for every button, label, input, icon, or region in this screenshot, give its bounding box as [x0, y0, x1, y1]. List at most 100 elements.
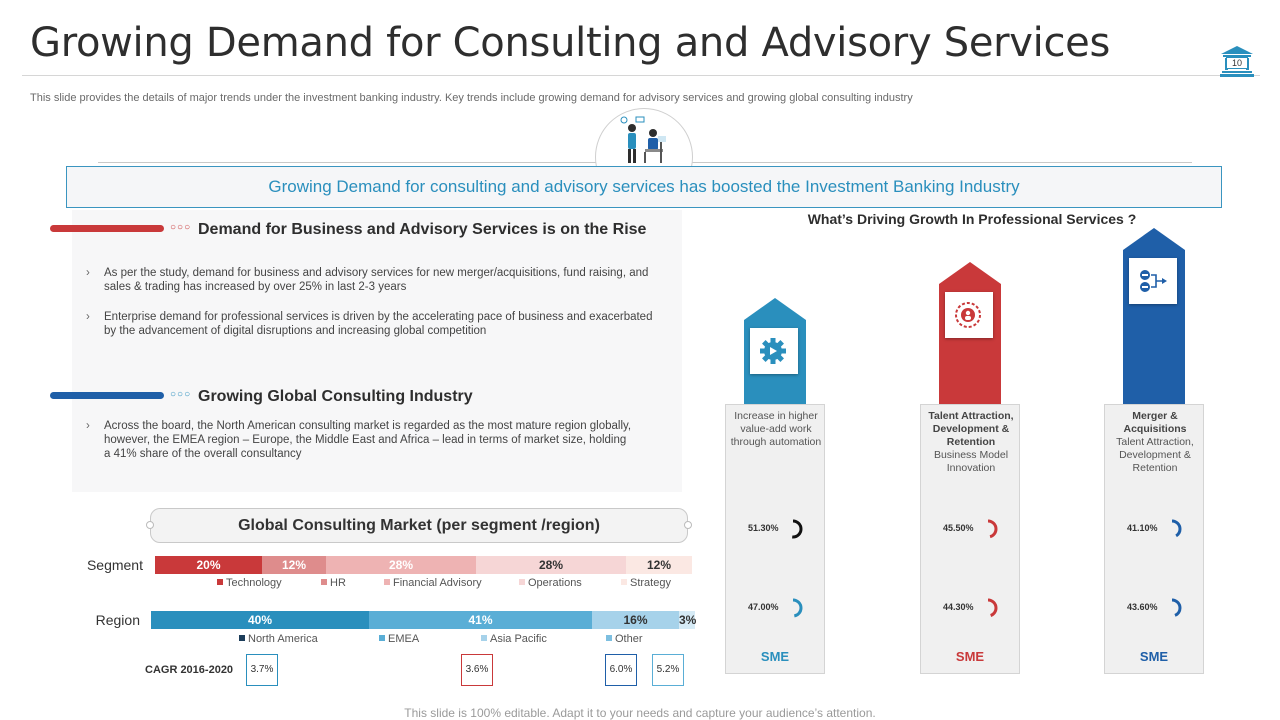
metric-value: 43.60% [1127, 602, 1158, 612]
metric-ring [782, 597, 804, 624]
driver-description: Talent Attraction, Development & Retenti… [925, 410, 1017, 475]
segment-segment-hr: 12% [262, 556, 326, 574]
cagr-value-box: 6.0% [605, 654, 637, 686]
section-accent-bar [50, 392, 164, 399]
market-chart-title: Global Consulting Market (per segment /r… [150, 508, 688, 543]
sme-label: SME [1139, 649, 1169, 664]
legend-item: Technology [217, 577, 282, 589]
driver-icon-box [945, 292, 993, 338]
legend-label: HR [330, 577, 346, 589]
segment-segment-strategy: 12% [626, 556, 692, 574]
legend-label: Other [615, 633, 643, 645]
metric-ring [1161, 518, 1183, 545]
driver-description: Merger & Acquisitions Talent Attraction, … [1109, 410, 1201, 475]
segment-legend: Technology HR Financial Advisory Operations… [155, 577, 692, 591]
chevron-right-icon: › [86, 420, 90, 432]
metric-ring [977, 597, 999, 624]
list-item: › Across the board, the North American c… [86, 420, 632, 460]
metric-value: 51.30% [748, 523, 779, 533]
segment-segment-operations: 28% [476, 556, 626, 574]
region-segment-other: 3% [679, 611, 697, 629]
title-handle-left [146, 521, 154, 529]
driver-description-bold: Merger & Acquisitions [1123, 410, 1187, 435]
talent-gear-icon [945, 292, 993, 343]
region-legend: North America EMEA Asia Pacific Other [151, 633, 695, 647]
driver-icon-box [750, 328, 798, 374]
legend-swatch [217, 579, 223, 585]
legend-swatch [239, 635, 245, 641]
list-item: › Enterprise demand for professional ser… [86, 311, 653, 337]
metric-value: 41.10% [1127, 523, 1158, 533]
metric-ring [1161, 597, 1183, 624]
legend-swatch [321, 579, 327, 585]
section-heading-consulting: Growing Global Consulting Industry [198, 388, 473, 405]
metric-value: 45.50% [943, 523, 974, 533]
title-handle-right [684, 521, 692, 529]
title-divider [22, 75, 1260, 76]
slide-description: This slide provides the details of major… [30, 92, 913, 104]
growth-arrow [1123, 228, 1185, 404]
region-segment-emea: 41% [369, 611, 592, 629]
region-segment-north-america: 40% [151, 611, 369, 629]
slide-footer-note: This slide is 100% editable. Adapt it to… [404, 706, 876, 720]
legend-label: Strategy [630, 577, 671, 589]
region-row-label: Region [95, 612, 140, 628]
sme-label: SME [955, 649, 985, 664]
metric-value: 47.00% [748, 602, 779, 612]
section-heading-demand: Demand for Business and Advisory Service… [198, 221, 647, 238]
chevron-right-icon: › [86, 311, 90, 323]
legend-label: Technology [226, 577, 282, 589]
driver-description-text: Talent Attraction, Development & Retenti… [1116, 436, 1194, 474]
legend-item: HR [321, 577, 346, 589]
driver-card: Increase in higher value-add work throug… [725, 404, 825, 674]
legend-label: Operations [528, 577, 582, 589]
page-number: 10 [1226, 57, 1248, 69]
legend-item: Operations [519, 577, 582, 589]
chevron-right-icon: › [86, 267, 90, 279]
driver-description: Increase in higher value-add work throug… [730, 410, 822, 449]
cagr-value-box: 5.2% [652, 654, 684, 686]
section-accent-bar [50, 225, 164, 232]
growth-drivers-title: What’s Driving Growth In Professional Se… [807, 211, 1137, 227]
legend-item: North America [239, 633, 318, 645]
metric-ring [782, 518, 804, 545]
driver-card: Talent Attraction, Development & Retenti… [920, 404, 1020, 674]
driver-card: Merger & Acquisitions Talent Attraction, … [1104, 404, 1204, 674]
segment-segment-financial-advisory: 28% [326, 556, 476, 574]
segment-segment-technology: 20% [155, 556, 262, 574]
legend-item: Strategy [621, 577, 671, 589]
metric-ring [977, 518, 999, 545]
legend-label: North America [248, 633, 318, 645]
legend-swatch [379, 635, 385, 641]
trends-panel [72, 210, 682, 492]
driver-description-bold: Talent Attraction, Development & Retenti… [928, 410, 1014, 448]
segment-stacked-bar: 20% 12% 28% 28% 12% [155, 556, 692, 574]
cagr-value-box: 3.6% [461, 654, 493, 686]
legend-swatch [519, 579, 525, 585]
driver-description-text: Business Model Innovation [933, 449, 1009, 474]
cagr-value-box: 3.7% [246, 654, 278, 686]
driver-description-text: Increase in higher value-add work throug… [730, 410, 822, 448]
legend-swatch [606, 635, 612, 641]
legend-label: Asia Pacific [490, 633, 547, 645]
sme-label: SME [760, 649, 790, 664]
legend-item: EMEA [379, 633, 419, 645]
legend-item: Asia Pacific [481, 633, 547, 645]
cagr-label: CAGR 2016-2020 [145, 664, 234, 676]
gear-play-icon [750, 328, 798, 379]
metric-value: 44.30% [943, 602, 974, 612]
key-message-banner: Growing Demand for consulting and adviso… [66, 166, 1222, 208]
legend-swatch [621, 579, 627, 585]
legend-swatch [384, 579, 390, 585]
legend-label: EMEA [388, 633, 420, 645]
network-flow-icon [1129, 258, 1177, 309]
meeting-people-icon [620, 116, 666, 163]
legend-label: Financial Advisory [393, 577, 482, 589]
section-dots-icon: ○○○ [170, 389, 192, 400]
segment-row-label: Segment [86, 557, 143, 573]
list-item: › As per the study, demand for business … [86, 267, 649, 293]
driver-icon-box [1129, 258, 1177, 304]
legend-swatch [481, 635, 487, 641]
region-segment-asia-pacific: 16% [592, 611, 679, 629]
region-stacked-bar: 40% 41% 16% 3% [151, 611, 697, 629]
